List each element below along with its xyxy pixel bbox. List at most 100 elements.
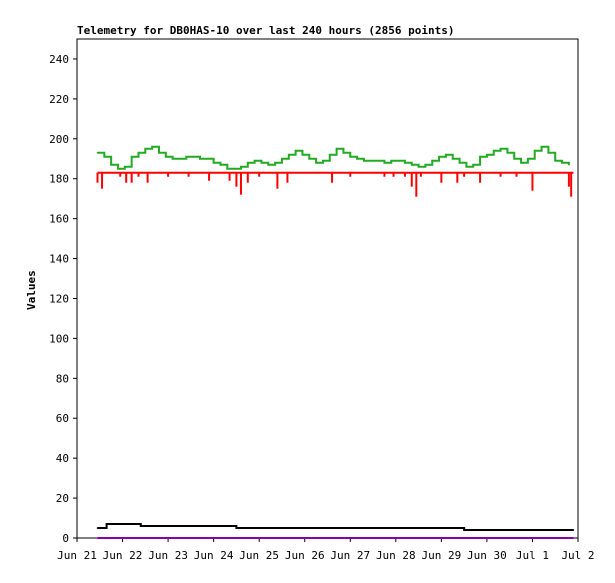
series-point bbox=[486, 153, 488, 156]
series-point bbox=[335, 147, 338, 150]
series-point bbox=[105, 523, 108, 525]
series-point bbox=[492, 149, 495, 152]
series-point bbox=[206, 157, 208, 160]
x-tick-label: Jul 2 bbox=[561, 549, 594, 562]
series-point bbox=[274, 161, 276, 164]
series-point bbox=[301, 153, 304, 156]
series-point bbox=[158, 151, 160, 154]
series-point bbox=[458, 161, 461, 164]
series-point bbox=[417, 527, 420, 529]
series-point bbox=[226, 167, 229, 170]
series-point bbox=[190, 525, 192, 527]
series-point bbox=[397, 159, 399, 162]
series-point bbox=[508, 529, 511, 531]
series-point bbox=[472, 163, 475, 166]
y-tick-label: 180 bbox=[49, 173, 69, 186]
y-tick-label: 40 bbox=[56, 452, 69, 465]
series-point bbox=[235, 527, 238, 529]
y-tick-label: 120 bbox=[49, 292, 69, 305]
x-tick-label: Jun 23 bbox=[148, 549, 188, 562]
series-point bbox=[328, 153, 331, 156]
series-point bbox=[431, 159, 434, 162]
series-point bbox=[144, 147, 147, 150]
series-point bbox=[547, 151, 550, 154]
series-point bbox=[167, 525, 169, 527]
series-point bbox=[253, 159, 256, 162]
series-point bbox=[561, 161, 563, 164]
series-point bbox=[212, 525, 215, 527]
series-point bbox=[171, 157, 174, 160]
series-point bbox=[376, 159, 379, 162]
series-point bbox=[101, 527, 103, 529]
series-point bbox=[185, 155, 188, 158]
series-point bbox=[124, 165, 126, 168]
series-point bbox=[96, 151, 99, 154]
series-point bbox=[258, 527, 260, 529]
series-point bbox=[199, 157, 201, 160]
series-point bbox=[287, 153, 290, 156]
series-point bbox=[417, 165, 420, 168]
series-point bbox=[479, 155, 481, 158]
y-tick-label: 80 bbox=[56, 372, 69, 385]
series-point bbox=[110, 163, 112, 166]
y-tick-label: 220 bbox=[49, 93, 69, 106]
series-point bbox=[303, 527, 306, 529]
series-point bbox=[531, 529, 534, 531]
x-tick-label: Jul 1 bbox=[516, 549, 549, 562]
series-point bbox=[151, 145, 153, 148]
series-point bbox=[465, 165, 468, 168]
series-point bbox=[219, 163, 222, 166]
y-tick-label: 60 bbox=[56, 412, 69, 425]
series-point bbox=[440, 527, 443, 529]
series-point bbox=[568, 163, 570, 166]
series-point bbox=[363, 159, 365, 162]
series-point bbox=[527, 157, 529, 160]
series-point bbox=[315, 161, 317, 164]
series-2 bbox=[96, 523, 575, 532]
series-point bbox=[410, 163, 413, 166]
series-point bbox=[520, 161, 522, 164]
y-tick-label: 140 bbox=[49, 253, 69, 266]
y-axis-label: Values bbox=[25, 270, 38, 310]
series-point bbox=[322, 159, 324, 162]
y-tick-label: 20 bbox=[56, 492, 69, 505]
series-point bbox=[178, 157, 181, 160]
series-point bbox=[572, 537, 575, 539]
series-point bbox=[424, 163, 427, 166]
series-point bbox=[572, 529, 575, 531]
series-3 bbox=[96, 537, 575, 539]
x-ticks: Jun 21 Jun 22 Jun 23 Jun 24 Jun 25 Jun 26 Jun … bbox=[57, 538, 595, 562]
series-point bbox=[506, 151, 509, 154]
series-point bbox=[117, 167, 119, 170]
x-tick-label: Jun 29 bbox=[421, 549, 461, 562]
x-tick-label: Jun 25 bbox=[239, 549, 279, 562]
series-point bbox=[395, 527, 397, 529]
series-point bbox=[103, 155, 106, 158]
series-0 bbox=[96, 145, 570, 170]
y-tick-label: 100 bbox=[49, 332, 69, 345]
series-point bbox=[438, 155, 440, 158]
series-point bbox=[165, 155, 167, 158]
x-tick-label: Jun 26 bbox=[285, 549, 325, 562]
series-point bbox=[383, 161, 386, 164]
series-point bbox=[499, 147, 502, 150]
x-tick-label: Jun 22 bbox=[103, 549, 143, 562]
series-point bbox=[390, 159, 393, 162]
series-point bbox=[356, 157, 358, 160]
series-point bbox=[130, 155, 133, 158]
series-point bbox=[486, 529, 488, 531]
series-point bbox=[451, 157, 454, 160]
series-point bbox=[267, 163, 270, 166]
series-point bbox=[533, 149, 536, 152]
series-point bbox=[554, 529, 557, 531]
plot-frame bbox=[76, 38, 579, 539]
series-line bbox=[97, 145, 570, 170]
series-point bbox=[233, 167, 235, 170]
series-point bbox=[349, 155, 352, 158]
series-point bbox=[404, 161, 406, 164]
series-point bbox=[260, 161, 263, 164]
series-point bbox=[463, 529, 465, 531]
x-tick-label: Jun 27 bbox=[330, 549, 370, 562]
series-point bbox=[246, 161, 249, 164]
